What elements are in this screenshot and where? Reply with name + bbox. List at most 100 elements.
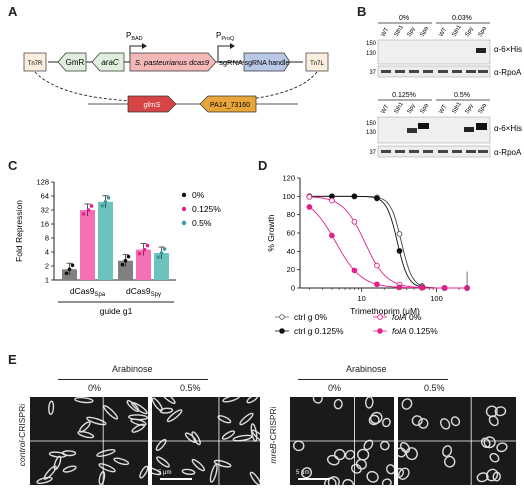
tn7l-label: Tn7L xyxy=(310,61,324,67)
legend-label: 0.5% xyxy=(192,218,212,228)
data-point xyxy=(126,254,131,259)
pbad-label: PBAD xyxy=(126,31,143,42)
d-x-tick-label: 10 xyxy=(358,294,366,303)
tn7r-label: Tn7R xyxy=(28,61,43,67)
d-point xyxy=(396,248,403,254)
d-x-tick-label: 100 xyxy=(430,294,443,303)
data-point xyxy=(103,200,108,204)
lane-label: WT xyxy=(439,104,449,115)
micrograph-control-05 xyxy=(152,397,260,485)
rpoa-label-bottom: α-RpoA xyxy=(494,148,522,157)
arac-label: araC xyxy=(101,58,119,67)
glms-label: glmS xyxy=(143,100,160,109)
sgrna-label: sgRNA xyxy=(219,58,243,67)
data-point xyxy=(81,212,86,216)
bar xyxy=(136,249,151,280)
d-y-tick-label: 80 xyxy=(287,210,295,219)
arabinose-right-line xyxy=(298,379,448,380)
d-xlabel: Trimethoprim (μM) xyxy=(350,306,420,316)
d-y-tick-label: 60 xyxy=(287,229,295,238)
panel-a-label: A xyxy=(8,4,18,19)
d-legend-marker xyxy=(279,328,285,334)
d-point xyxy=(441,285,448,291)
micrograph-control-0 xyxy=(30,397,148,485)
c-ylabel: Fold Repression xyxy=(14,200,24,262)
conc-05-label: 0.5% xyxy=(454,92,470,99)
lane-labels-top: WT Sth1 Spy Spa WT Sth1 Spy Spa xyxy=(381,24,489,38)
data-point xyxy=(156,255,161,259)
lane-label: Sth1 xyxy=(452,101,464,115)
sgrna-handle-label: sgRNA handle xyxy=(245,60,290,67)
group-label: dCas9Spa xyxy=(70,286,106,298)
y-tick-label: 32 xyxy=(41,206,49,215)
d-point xyxy=(306,194,313,200)
rpoa-label-top: α-RpoA xyxy=(494,68,522,77)
data-point xyxy=(159,251,164,255)
d-legend-label: folA 0.125% xyxy=(392,326,438,336)
legend-label: 0% xyxy=(192,190,205,200)
svg-text:130: 130 xyxy=(366,130,377,136)
conc-0-label: 0% xyxy=(399,15,409,22)
svg-text:37: 37 xyxy=(369,150,376,156)
d-legend-marker xyxy=(377,314,383,320)
bar xyxy=(98,201,113,280)
d-ylabel: % Growth xyxy=(266,214,276,252)
data-point xyxy=(142,247,147,252)
d-point xyxy=(374,262,380,269)
bar xyxy=(154,253,169,280)
lane-label: Spy xyxy=(407,26,417,38)
svg-text:150: 150 xyxy=(366,121,377,127)
d-legend-label: ctrl g 0% xyxy=(294,312,328,322)
pproq-label: PProQ xyxy=(216,31,235,42)
lane-label: Sth1 xyxy=(394,101,406,115)
lane-label: Spy xyxy=(407,103,417,115)
data-point xyxy=(162,247,167,251)
lane-label: WT xyxy=(439,27,449,38)
conc-003-label: 0.03% xyxy=(452,15,472,22)
lane-labels-bottom: WT Sth1 Spy Spa WT Sth1 Spy Spa xyxy=(381,101,489,115)
data-point xyxy=(86,208,91,212)
y-tick-label: 2 xyxy=(45,262,49,271)
d-point xyxy=(329,232,335,239)
lane-label: Spa xyxy=(420,25,431,38)
y-tick-label: 4 xyxy=(45,248,49,257)
lane-label: Sth1 xyxy=(452,24,464,38)
scale-bar-left xyxy=(160,478,192,480)
d-point xyxy=(419,285,425,291)
lane-label: Spy xyxy=(465,26,475,38)
legend-marker xyxy=(181,192,187,198)
d-point xyxy=(374,195,380,202)
lane-label: WT xyxy=(381,27,391,38)
lane-label: Spa xyxy=(478,102,489,115)
arabinose-left-label: Arabinose xyxy=(112,364,153,374)
d-point xyxy=(329,197,335,204)
panel-d-dose-response: 0 20 40 60 80 100 120 10 100 % Growth Trimethoprim… xyxy=(266,174,470,336)
svg-text:37: 37 xyxy=(369,70,376,76)
d-y-tick-label: 20 xyxy=(287,265,295,274)
d-legend-label: folA 0% xyxy=(392,312,422,322)
d-y-tick-label: 100 xyxy=(282,192,295,201)
panel-c-bar-chart: 1 2 4 8 16 32 64 128 Fold Repression dCas9Spa dCas… xyxy=(14,178,221,317)
arabinose-right-label: Arabinose xyxy=(346,364,387,374)
d-point xyxy=(351,267,358,274)
y-tick-label: 1 xyxy=(45,276,49,285)
d-y-tick-label: 120 xyxy=(282,174,295,183)
legend-label: 0.125% xyxy=(192,204,221,214)
data-point xyxy=(145,243,150,248)
scale-bar-right xyxy=(298,478,330,480)
mreb-crispri-label: mreB-CRISPRi xyxy=(268,406,278,464)
svg-text:150: 150 xyxy=(366,41,377,47)
y-tick-label: 16 xyxy=(41,220,49,229)
data-point xyxy=(120,262,125,267)
d-y-tick-label: 40 xyxy=(287,247,295,256)
d-point xyxy=(351,218,358,225)
d-point xyxy=(306,204,313,210)
data-point xyxy=(137,251,142,256)
d-point xyxy=(396,231,403,237)
panel-a-construct: Tn7R GmR araC PBAD S. pasteurianus dcas9… xyxy=(23,31,329,113)
scale-text-left: 5 μm xyxy=(158,470,172,476)
panel-d-label: D xyxy=(258,158,268,173)
conc-0-right: 0% xyxy=(328,383,342,393)
data-point xyxy=(123,258,128,263)
lane-label: Spy xyxy=(465,103,475,115)
